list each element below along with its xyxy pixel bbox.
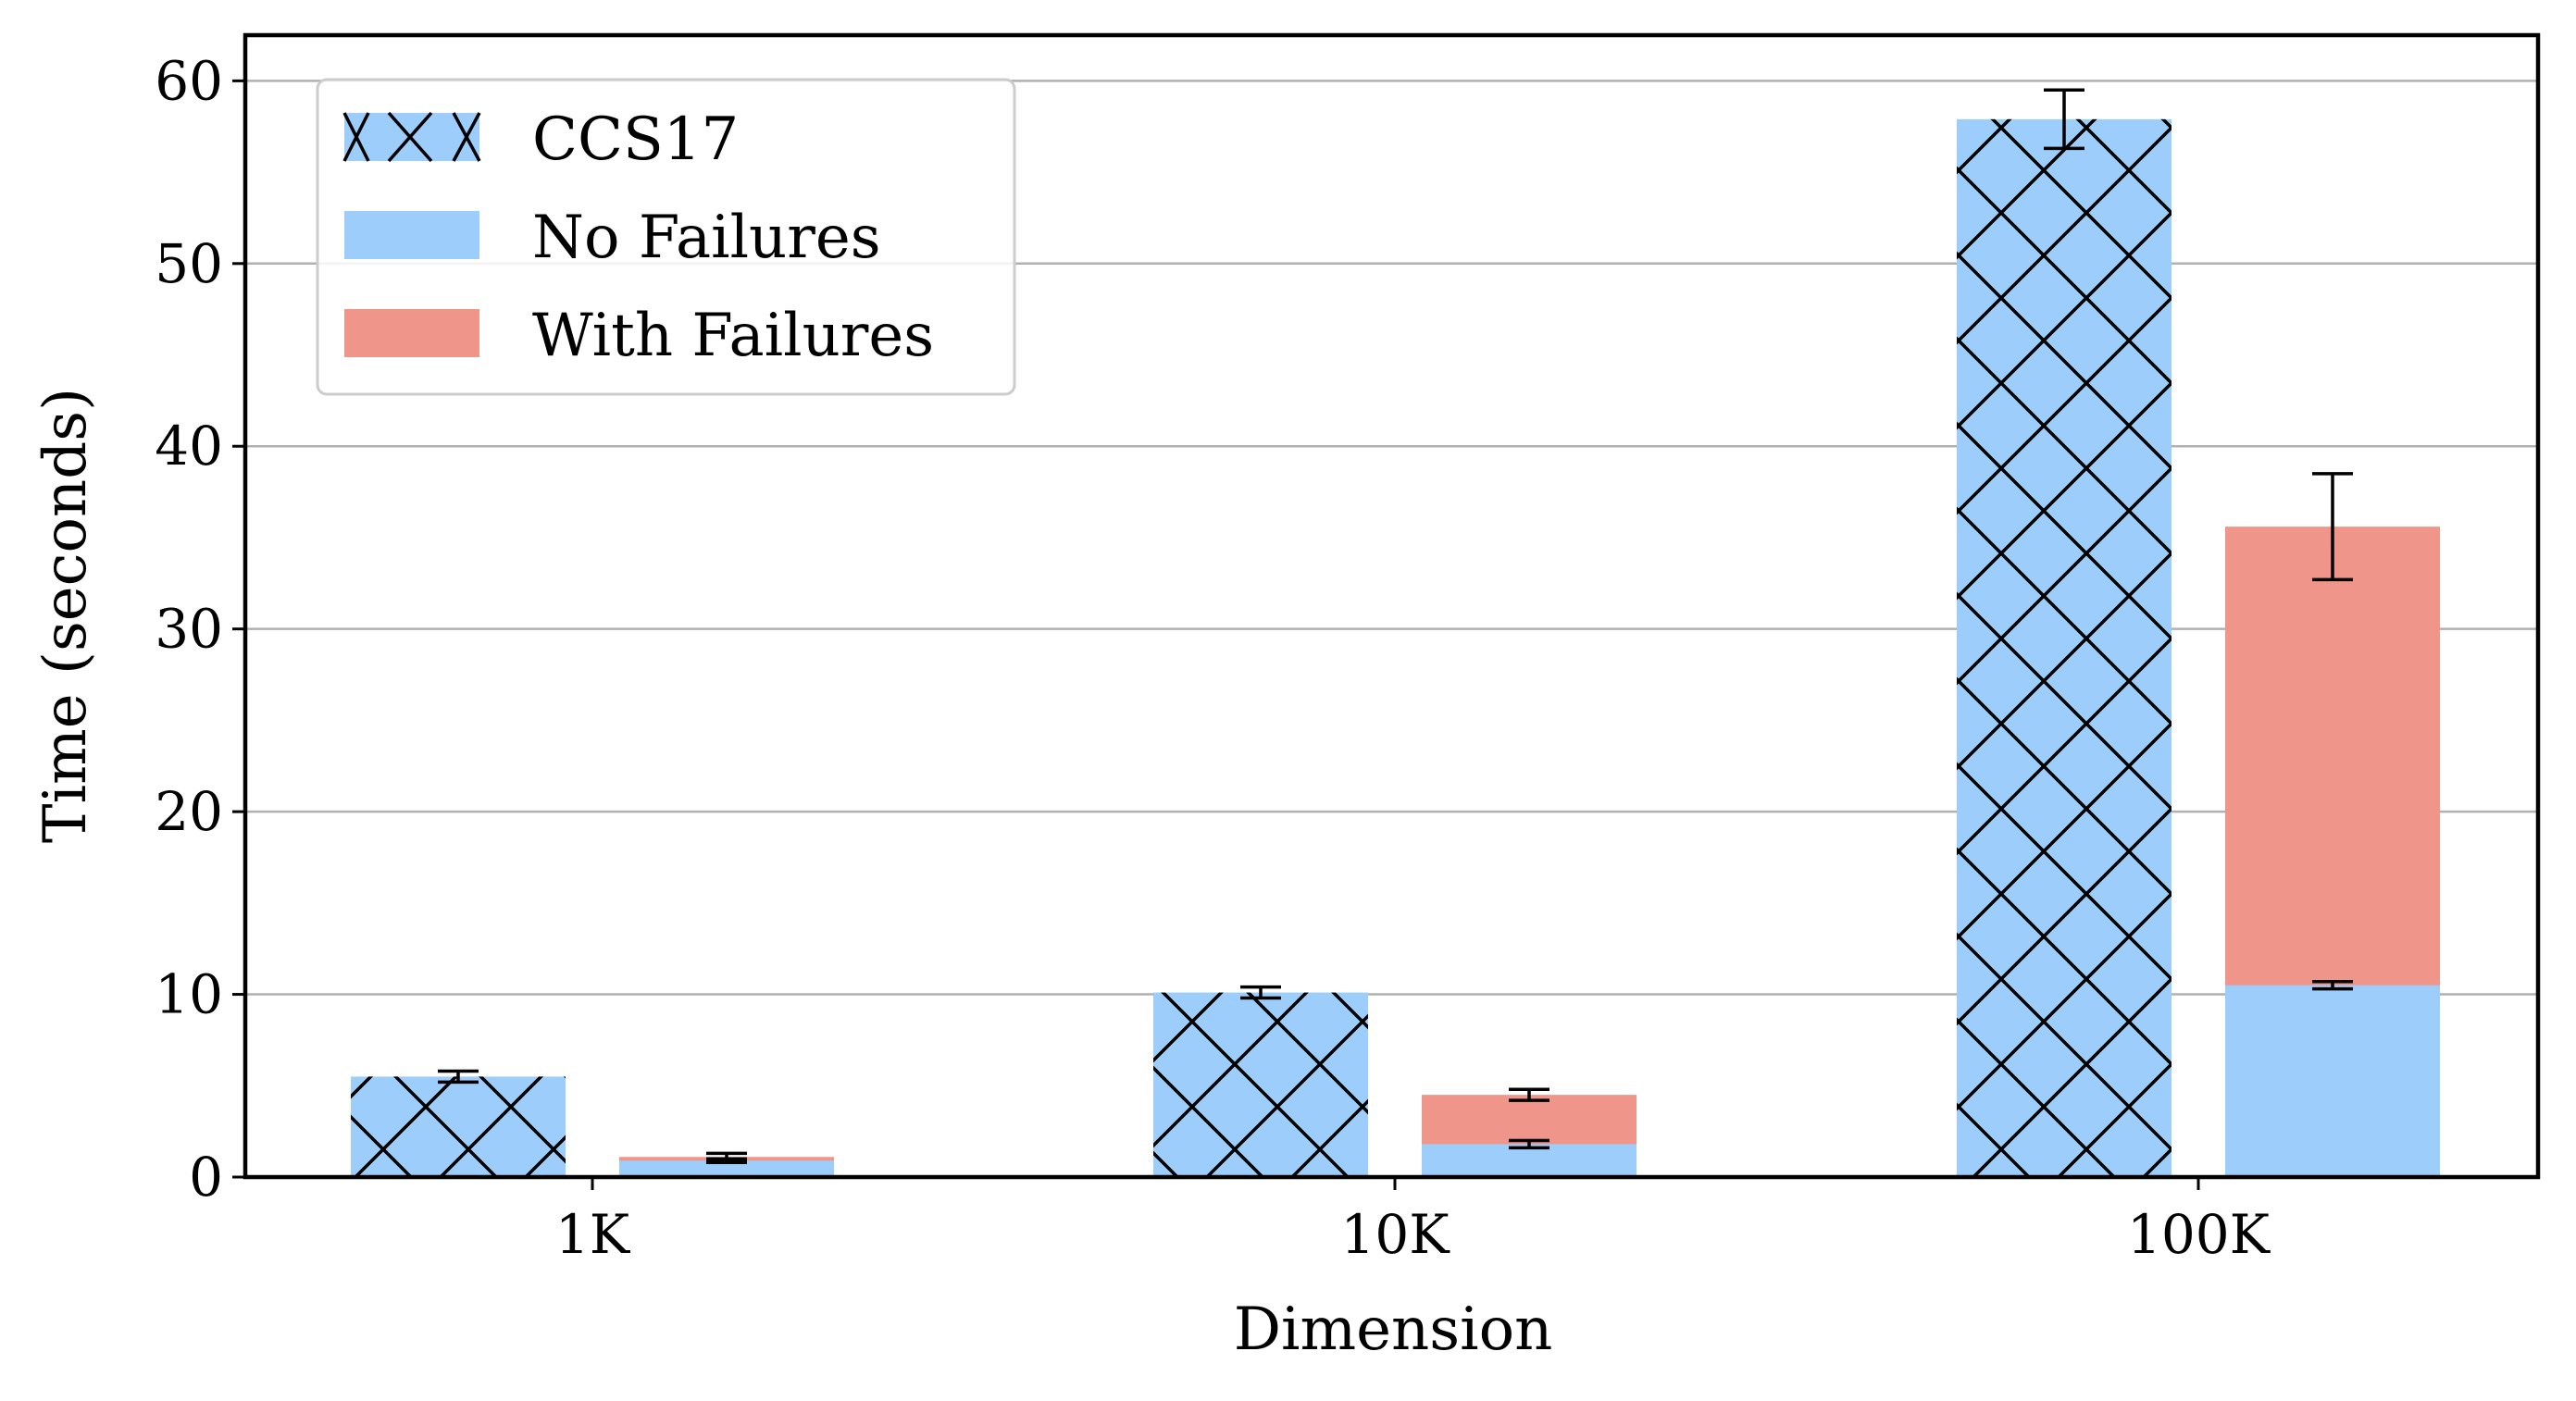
y-tick-label: 60 <box>155 49 223 112</box>
legend: CCS17 No Failures With Failures <box>316 78 1016 396</box>
x-tick-label: 1K <box>555 1203 631 1266</box>
axes: 0 10 20 30 40 50 60 1K 10K 100K <box>155 32 2541 1266</box>
y-tick-label: 50 <box>155 232 223 295</box>
y-tick-label: 20 <box>155 780 223 843</box>
bar-ccs17-hatch <box>351 1076 566 1177</box>
plot-frame <box>243 32 2541 1180</box>
y-tick-label: 40 <box>155 415 223 477</box>
legend-box <box>316 78 1016 396</box>
x-axis-label: Dimension <box>1234 1296 1553 1364</box>
y-tick-label: 0 <box>189 1146 223 1209</box>
x-tick-label: 100K <box>2127 1203 2271 1266</box>
bar-no-failures <box>619 1160 834 1177</box>
legend-label: With Failures <box>532 302 934 370</box>
y-tick-label: 10 <box>155 963 223 1026</box>
legend-swatch-hatch <box>342 111 481 163</box>
error-bars <box>438 88 2353 1164</box>
legend-label: CCS17 <box>532 105 739 174</box>
legend-label: No Failures <box>532 204 881 272</box>
bar-no-failures <box>2225 985 2440 1177</box>
bars <box>351 118 2440 1178</box>
legend-swatch <box>344 309 479 357</box>
y-tick-label: 30 <box>155 598 223 661</box>
bar-no-failures <box>1422 1144 1636 1177</box>
x-tick-label: 10K <box>1340 1203 1450 1266</box>
bar-ccs17-hatch <box>1957 118 2172 1178</box>
y-axis-label: Time (seconds) <box>31 388 100 843</box>
legend-hatch-lines <box>342 111 481 163</box>
legend-swatch <box>344 211 479 259</box>
bar-ccs17-hatch <box>1153 992 1368 1177</box>
